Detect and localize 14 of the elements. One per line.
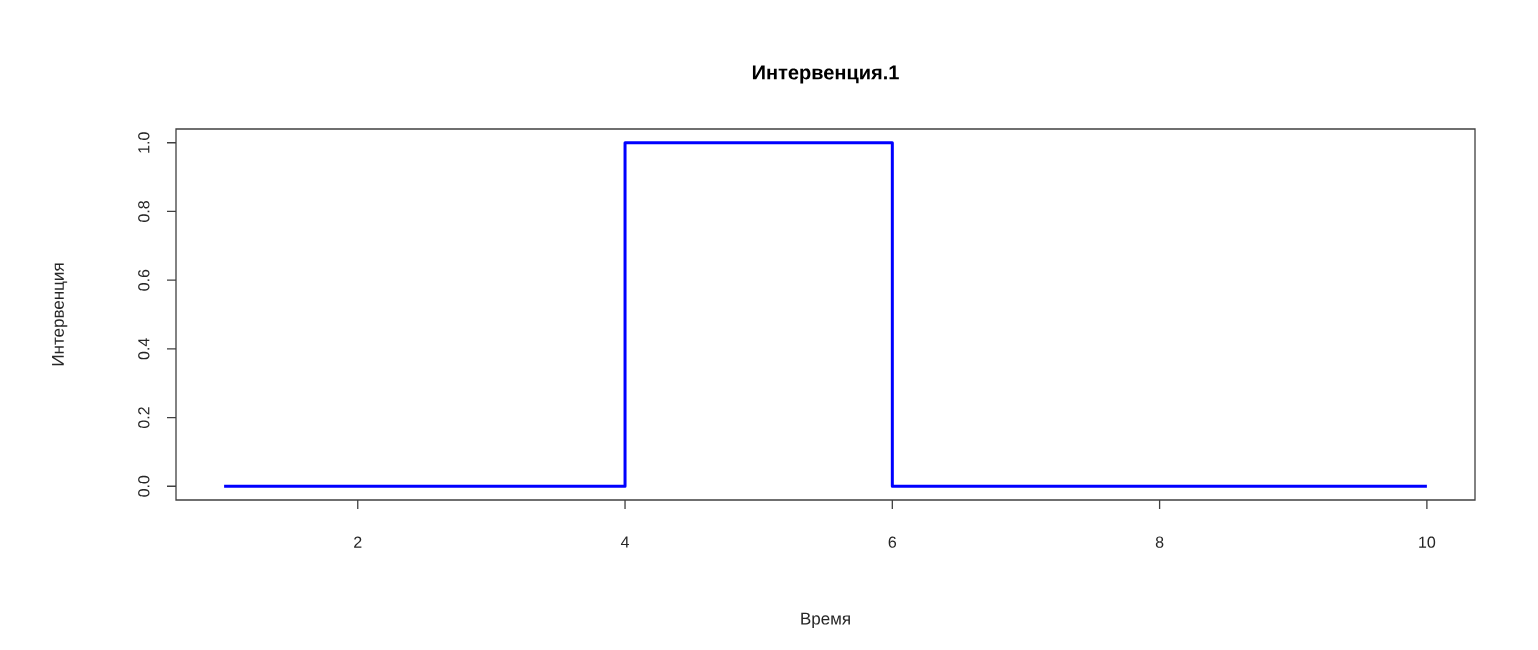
x-tick-label: 6	[888, 536, 897, 548]
x-tick-label: 8	[1155, 536, 1164, 548]
x-tick-label: 2	[354, 536, 362, 548]
y-axis-title: Интервенция	[52, 263, 68, 366]
y-tick-label: 1.0	[138, 132, 150, 153]
y-tick-label: 0.4	[138, 338, 150, 360]
y-tick-label: 0.8	[138, 201, 150, 222]
y-tick-label: 0.2	[138, 407, 150, 429]
y-tick-label: 0.6	[138, 269, 150, 291]
y-tick-label: 0.0	[138, 475, 150, 497]
x-tick-label: 4	[620, 536, 630, 548]
x-axis-title: Время	[801, 612, 850, 628]
chart-title: Интервенция.1	[752, 65, 899, 84]
x-tick-label: 10	[1419, 536, 1436, 548]
